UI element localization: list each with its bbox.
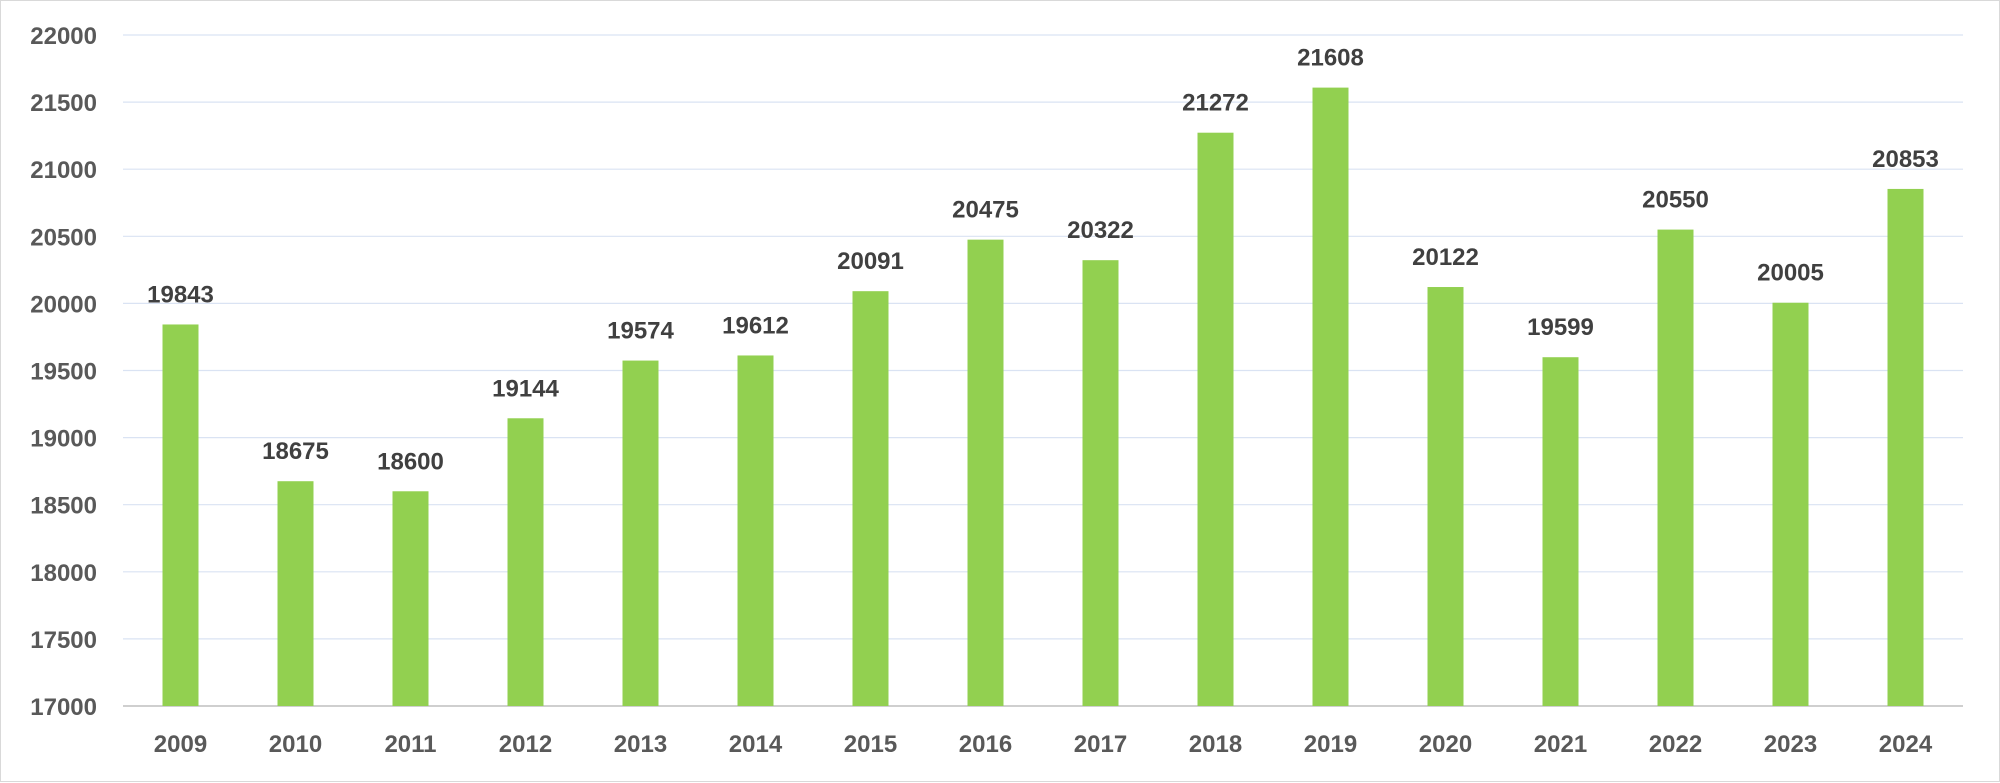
data-label: 18600: [377, 448, 444, 475]
x-tick-label: 2013: [614, 731, 667, 758]
x-tick-label: 2014: [729, 731, 783, 758]
bar: [1427, 287, 1464, 706]
bar: [277, 481, 314, 706]
data-label: 20475: [952, 197, 1019, 224]
x-tick-label: 2020: [1419, 731, 1472, 758]
data-label: 20322: [1067, 217, 1134, 244]
x-tick-label: 2012: [499, 731, 552, 758]
data-label: 20005: [1757, 260, 1824, 287]
data-label: 21608: [1297, 45, 1364, 72]
y-tick-label: 19500: [30, 359, 97, 386]
y-tick-label: 18000: [30, 560, 97, 587]
x-tick-label: 2009: [154, 731, 207, 758]
y-tick-label: 21000: [30, 157, 97, 184]
bar: [967, 239, 1004, 706]
data-label: 19574: [607, 318, 674, 345]
data-label: 20122: [1412, 244, 1479, 271]
gridlines: [123, 34, 1963, 707]
x-tick-label: 2011: [384, 731, 436, 758]
bar: [162, 324, 199, 706]
bar: [1312, 87, 1349, 707]
x-tick-label: 2010: [269, 731, 322, 758]
y-tick-label: 17000: [30, 694, 97, 721]
bar: [392, 491, 429, 706]
bar: [852, 291, 889, 706]
data-label: 20853: [1872, 146, 1939, 173]
data-label: 19599: [1527, 314, 1594, 341]
bar: [1542, 357, 1579, 706]
data-label: 19843: [147, 281, 214, 308]
bar: [1657, 229, 1694, 706]
bar: [1082, 260, 1119, 706]
x-tick-label: 2024: [1879, 731, 1933, 758]
y-tick-label: 22000: [30, 23, 97, 50]
data-label: 21272: [1182, 90, 1249, 117]
x-tick-label: 2022: [1649, 731, 1702, 758]
bar: [1772, 302, 1809, 706]
x-tick-label: 2015: [844, 731, 897, 758]
x-tick-label: 2017: [1074, 731, 1127, 758]
x-axis-tick-labels: 2009 2010 2011 2012 2013 2014 2015 2016 2017 2018…: [154, 731, 1933, 758]
data-label: 18675: [262, 438, 329, 465]
y-tick-label: 19000: [30, 426, 97, 453]
bar: [1197, 132, 1234, 706]
y-tick-label: 21500: [30, 90, 97, 117]
y-axis-tick-labels: 17000 17500 18000 18500 19000 19500 20000 20500…: [30, 23, 97, 721]
bar: [622, 360, 659, 706]
y-tick-label: 20000: [30, 291, 97, 318]
bar: [1887, 188, 1924, 707]
x-tick-label: 2023: [1764, 731, 1817, 758]
data-label: 19612: [722, 312, 789, 339]
data-label: 20550: [1642, 187, 1709, 214]
x-tick-label: 2018: [1189, 731, 1242, 758]
y-tick-label: 17500: [30, 627, 97, 654]
x-tick-label: 2019: [1304, 731, 1357, 758]
bars: [162, 87, 1924, 707]
bar: [507, 418, 544, 706]
y-tick-label: 20500: [30, 224, 97, 251]
data-label: 20091: [837, 248, 904, 275]
data-label: 19144: [492, 375, 559, 402]
x-tick-label: 2021: [1534, 731, 1587, 758]
y-tick-label: 18500: [30, 493, 97, 520]
bar: [737, 355, 774, 706]
x-tick-label: 2016: [959, 731, 1012, 758]
data-labels: 19843 18675 18600 19144 19574 19612 20091 20475…: [147, 45, 1939, 476]
